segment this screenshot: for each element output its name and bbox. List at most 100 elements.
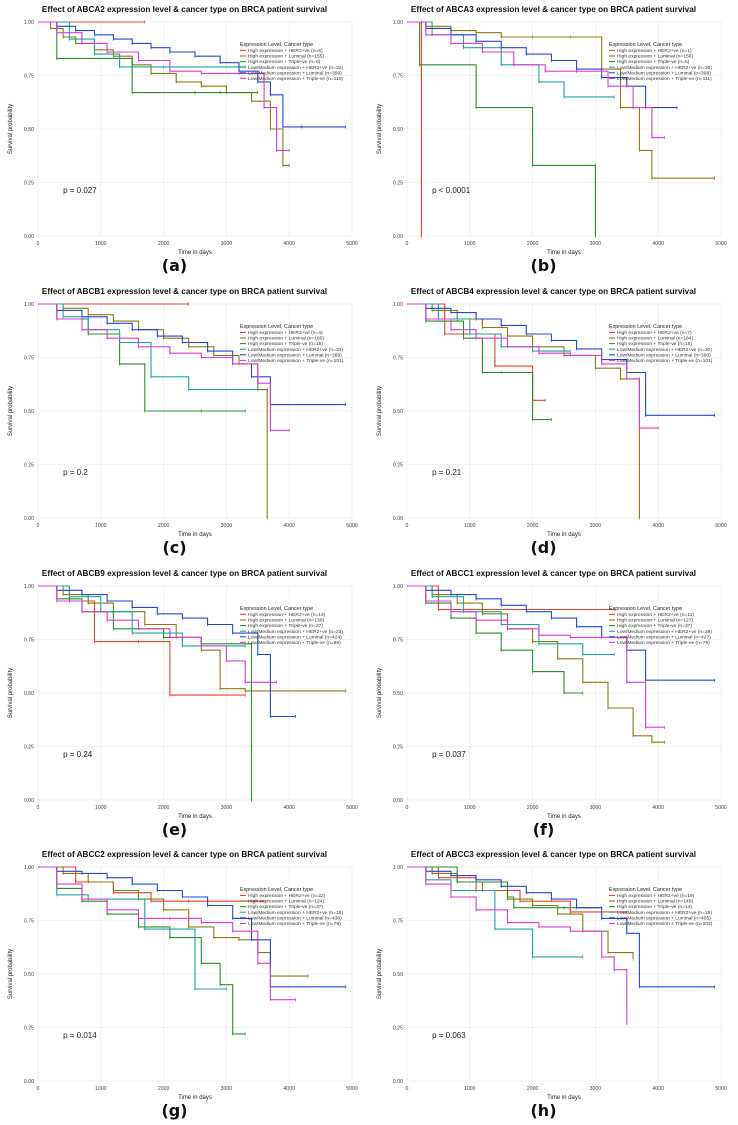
y-tick-label: 0.50 — [24, 972, 34, 978]
x-axis-label: Time in days — [178, 250, 212, 256]
x-tick-label: 2000 — [527, 805, 539, 811]
y-tick-label: 0.25 — [393, 463, 403, 469]
y-tick-label: 0.25 — [393, 1026, 403, 1032]
legend-entry: Low/Medium expression + HER2+ve (n=36) — [617, 65, 712, 71]
y-tick-label: 0.25 — [24, 181, 34, 187]
series-line-1 — [407, 21, 715, 179]
x-tick-label: 1000 — [95, 523, 107, 529]
y-tick-label: 0.25 — [24, 463, 34, 469]
y-tick-label: 0.50 — [393, 691, 403, 697]
y-tick-label: 0.50 — [24, 409, 34, 415]
x-tick-label: 4000 — [652, 805, 664, 811]
y-tick-label: 1.00 — [24, 865, 34, 871]
legend-entry: Low/Medium expression + Luminal (n=427) — [617, 634, 711, 640]
p-value: p = 0.24 — [63, 750, 93, 759]
legend-entry: Low/Medium expression + HER2+ve (n=15) — [248, 910, 343, 916]
x-tick-label: 0 — [406, 1086, 409, 1092]
legend-entry: High expression + Luminal (n=165) — [248, 336, 324, 342]
series-line-4 — [38, 303, 346, 406]
x-tick-label: 3000 — [221, 1086, 233, 1092]
legend-title: Expression Level, Cancer type — [240, 42, 313, 48]
x-tick-label: 0 — [37, 523, 40, 529]
x-tick-label: 1000 — [464, 523, 476, 529]
x-tick-label: 4000 — [283, 1086, 295, 1092]
legend-entry: High expression + Triple-ve (n=5) — [617, 59, 690, 65]
legend-entry: High expression + Triple-ve (n=27) — [248, 623, 323, 629]
x-tick-label: 2000 — [527, 523, 539, 529]
x-tick-label: 3000 — [590, 241, 602, 247]
panel-letter: (h) — [530, 1101, 557, 1120]
y-tick-label: 1.00 — [393, 584, 403, 590]
p-value: p < 0.0001 — [432, 186, 471, 195]
x-tick-label: 5000 — [715, 241, 727, 247]
chart-title: Effect of ABCC1 expression level & cance… — [411, 569, 696, 578]
x-tick-label: 1000 — [95, 241, 107, 247]
x-tick-label: 1000 — [95, 1086, 107, 1092]
chart-title: Effect of ABCC2 expression level & cance… — [42, 850, 327, 859]
x-tick-label: 2000 — [158, 1086, 170, 1092]
chart-title: Effect of ABCC3 expression level & cance… — [411, 850, 696, 859]
y-tick-label: 0.00 — [24, 234, 34, 240]
x-tick-label: 3000 — [221, 241, 233, 247]
legend-entry: Low/Medium expression + Triple-ve (n=101… — [617, 358, 713, 364]
y-tick-label: 0.25 — [24, 745, 34, 751]
legend-entry: High expression + Triple-ve (n=15) — [617, 341, 692, 347]
y-tick-label: 0.50 — [24, 127, 34, 133]
series-line-4 — [38, 585, 296, 718]
x-axis-label: Time in days — [547, 532, 581, 538]
panel-letter: (b) — [530, 256, 557, 275]
x-tick-label: 0 — [37, 1086, 40, 1092]
y-tick-label: 1.00 — [24, 584, 34, 590]
y-tick-label: 0.25 — [24, 1026, 34, 1032]
y-axis-label: Survival probability — [8, 386, 14, 436]
x-axis-label: Time in days — [547, 814, 581, 820]
y-axis-label: Survival probability — [8, 949, 14, 999]
legend-entry: Low/Medium expression + Luminal (n=399) — [248, 70, 342, 76]
legend-entry: Low/Medium expression + Luminal (n=424) — [248, 634, 342, 640]
legend-title: Expression Level, Cancer type — [609, 324, 682, 330]
y-tick-label: 0.75 — [393, 74, 403, 80]
legend-entry: High expression + HER2+ve (n=22) — [248, 893, 326, 899]
y-tick-label: 0.25 — [393, 181, 403, 187]
series-line-5 — [407, 303, 659, 429]
legend-entry: High expression + Luminal (n=156) — [617, 54, 693, 60]
panel-letter: (c) — [162, 538, 187, 557]
y-tick-label: 0.75 — [393, 638, 403, 644]
km-chart-6: Effect of ABCC2 expression level & cance… — [8, 850, 358, 1101]
km-chart-0: Effect of ABCA2 expression level & cance… — [8, 5, 358, 256]
x-tick-label: 0 — [37, 805, 40, 811]
series-line-5 — [407, 866, 628, 1024]
p-value: p = 0.063 — [432, 1031, 466, 1040]
y-tick-label: 1.00 — [393, 865, 403, 871]
km-chart-2: Effect of ABCB1 expression level & cance… — [8, 287, 358, 538]
x-tick-label: 5000 — [346, 1086, 358, 1092]
legend-entry: Low/Medium expression + Luminal (n=398) — [617, 70, 711, 76]
x-tick-label: 0 — [406, 523, 409, 529]
series-line-3 — [407, 303, 571, 352]
legend-entry: High expression + Triple-ve (n=37) — [617, 623, 692, 629]
x-tick-label: 4000 — [283, 805, 295, 811]
legend-entry: High expression + Triple-ve (n=37) — [248, 904, 323, 910]
x-tick-label: 1000 — [464, 241, 476, 247]
y-tick-label: 1.00 — [393, 20, 403, 26]
y-tick-label: 1.00 — [393, 302, 403, 308]
x-tick-label: 1000 — [464, 805, 476, 811]
x-tick-label: 0 — [37, 241, 40, 247]
legend-entry: High expression + Triple-ve (n=14) — [617, 904, 692, 910]
y-tick-label: 0.75 — [24, 638, 34, 644]
x-tick-label: 4000 — [283, 241, 295, 247]
chart-title: Effect of ABCB4 expression level & cance… — [411, 287, 696, 296]
y-tick-label: 0.00 — [24, 516, 34, 522]
legend-entry: Low/Medium expression + Triple-ve (n=89) — [248, 640, 341, 646]
legend-entry: Low/Medium expression + Triple-ve (n=111… — [617, 76, 712, 82]
y-tick-label: 0.50 — [393, 409, 403, 415]
y-tick-label: 0.75 — [393, 919, 403, 925]
legend-entry: Low/Medium expression + Triple-ve (n=102… — [617, 921, 713, 927]
series-line-3 — [38, 303, 258, 391]
chart-title: Effect of ABCA3 expression level & cance… — [411, 5, 696, 14]
x-axis-label: Time in days — [178, 1095, 212, 1101]
y-tick-label: 1.00 — [24, 302, 34, 308]
series-line-1 — [407, 585, 665, 743]
x-tick-label: 5000 — [346, 523, 358, 529]
x-tick-label: 4000 — [652, 241, 664, 247]
